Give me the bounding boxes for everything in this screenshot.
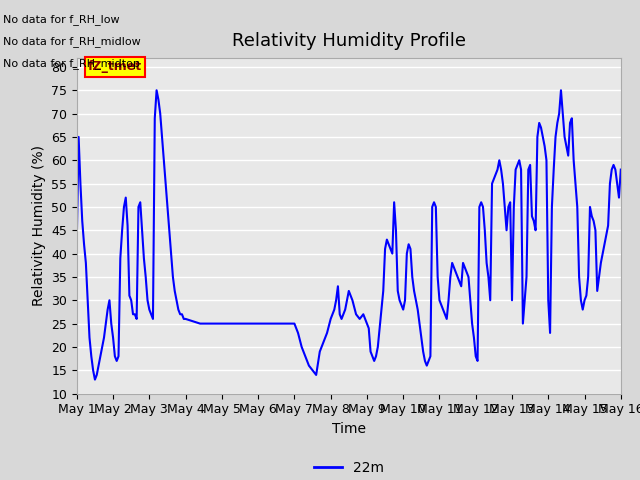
X-axis label: Time: Time xyxy=(332,422,366,436)
Legend: 22m: 22m xyxy=(308,456,389,480)
Text: No data for f_RH_midlow: No data for f_RH_midlow xyxy=(3,36,141,47)
Text: No data for f_RH_low: No data for f_RH_low xyxy=(3,14,120,25)
Title: Relativity Humidity Profile: Relativity Humidity Profile xyxy=(232,33,466,50)
Y-axis label: Relativity Humidity (%): Relativity Humidity (%) xyxy=(31,145,45,306)
Text: No data for f_RH_midtop: No data for f_RH_midtop xyxy=(3,58,140,69)
Text: fZ_tmet: fZ_tmet xyxy=(88,60,142,73)
